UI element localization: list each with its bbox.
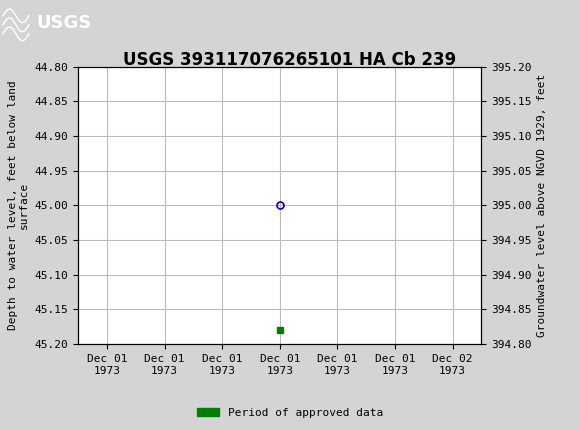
Y-axis label: Depth to water level, feet below land
surface: Depth to water level, feet below land su… xyxy=(8,80,29,330)
Text: USGS: USGS xyxy=(36,15,91,33)
Legend: Period of approved data: Period of approved data xyxy=(193,403,387,422)
Y-axis label: Groundwater level above NGVD 1929, feet: Groundwater level above NGVD 1929, feet xyxy=(537,74,547,337)
Text: USGS 393117076265101 HA Cb 239: USGS 393117076265101 HA Cb 239 xyxy=(124,51,456,69)
